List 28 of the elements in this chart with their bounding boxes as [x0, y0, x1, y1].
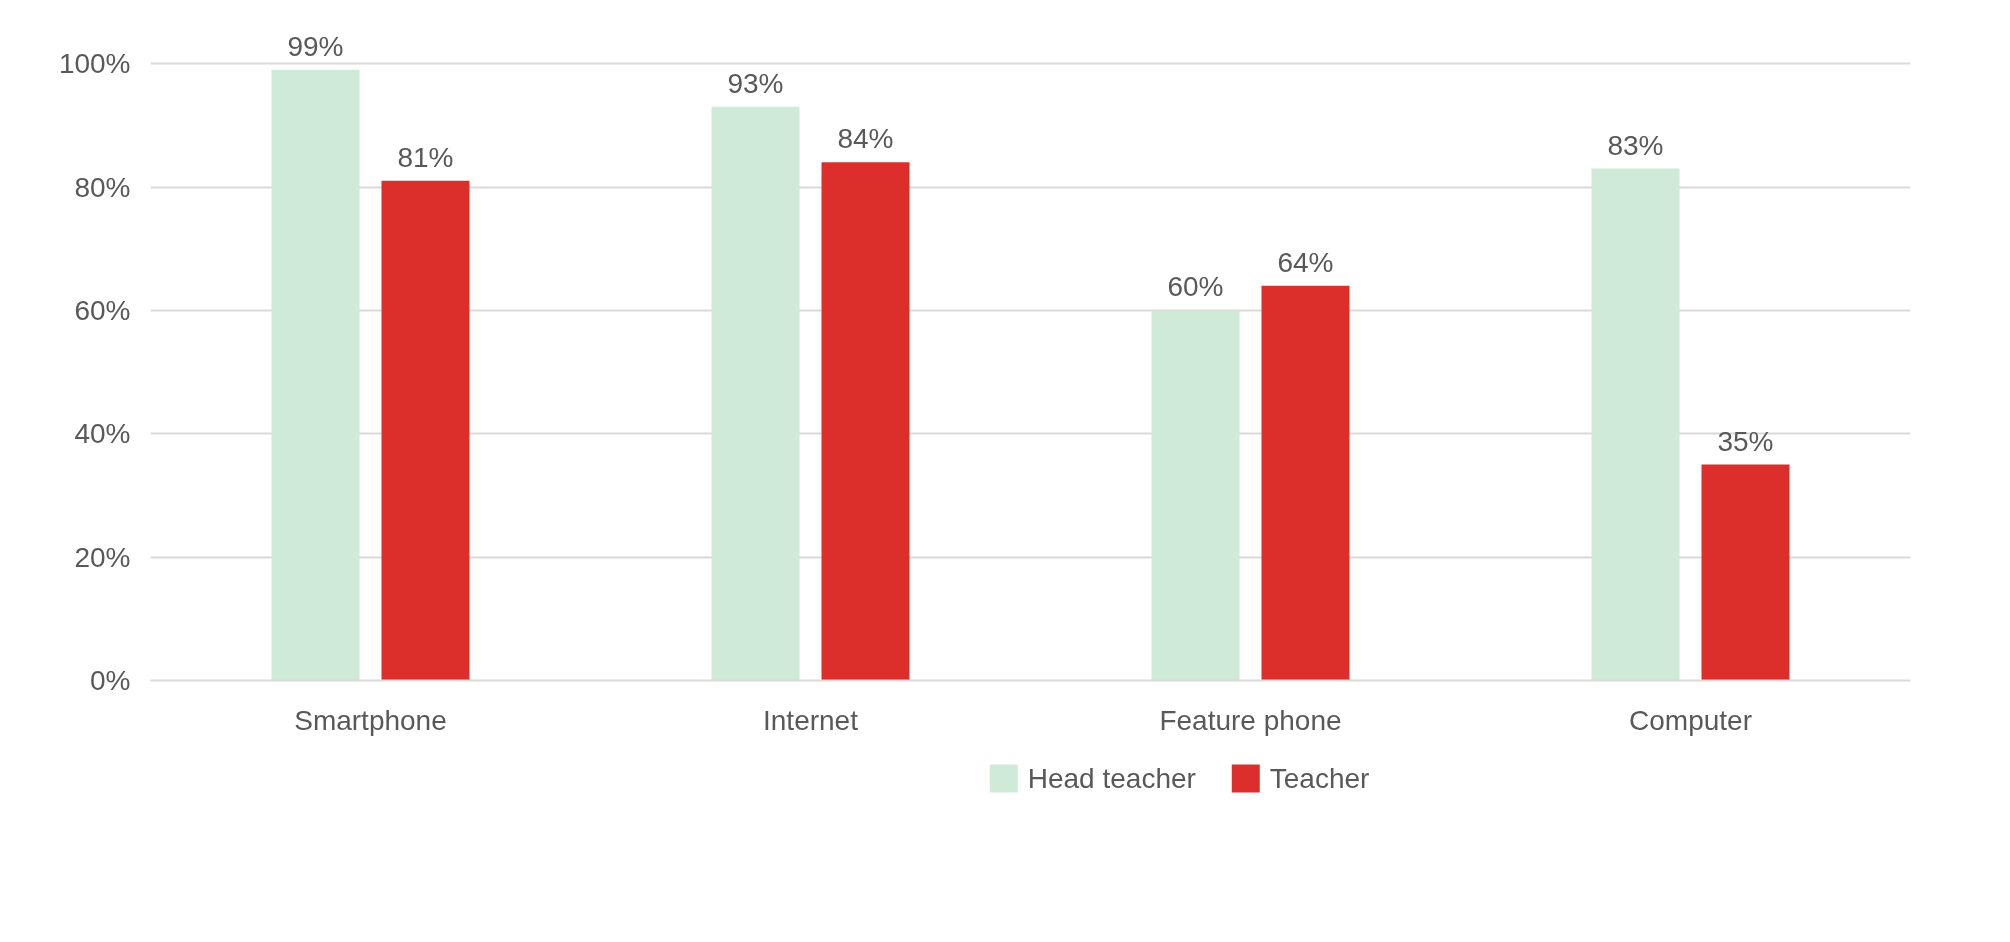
data-label: 99%	[287, 30, 344, 62]
y-tick-label: 20%	[74, 541, 131, 573]
data-label: 84%	[837, 123, 894, 155]
data-label: 83%	[1607, 129, 1664, 161]
bar	[1151, 310, 1240, 681]
bar	[1701, 464, 1790, 681]
legend-label: Teacher	[1269, 763, 1370, 794]
bar	[821, 162, 910, 681]
x-tick-label: Internet	[763, 704, 859, 736]
data-label: 81%	[397, 141, 454, 173]
y-tick-label: 80%	[74, 171, 131, 203]
data-label: 64%	[1277, 246, 1334, 278]
bar	[381, 180, 470, 681]
y-tick-label: 100%	[58, 48, 131, 80]
data-label: 93%	[727, 67, 784, 99]
legend-label: Head teacher	[1027, 763, 1196, 794]
x-tick-label: Smartphone	[294, 704, 447, 736]
bar	[1591, 168, 1680, 681]
data-label: 35%	[1717, 425, 1774, 457]
y-tick-label: 40%	[74, 418, 131, 450]
data-label: 60%	[1167, 271, 1224, 303]
bar	[1261, 285, 1350, 681]
x-tick-label: Computer	[1629, 704, 1752, 736]
bar	[271, 69, 360, 681]
x-tick-label: Feature phone	[1159, 704, 1342, 736]
y-tick-label: 60%	[74, 294, 131, 326]
bar	[711, 106, 800, 681]
y-tick-label: 0%	[90, 665, 131, 696]
